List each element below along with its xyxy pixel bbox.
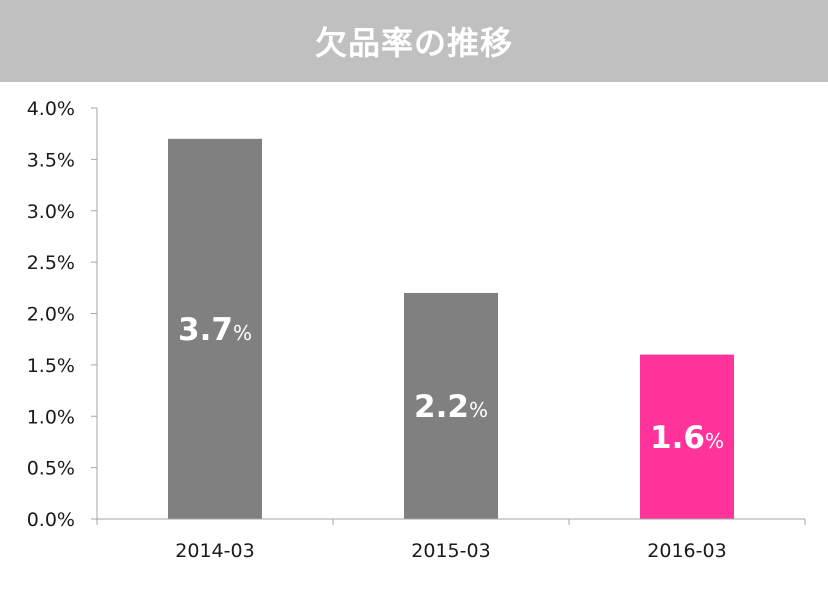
y-tick-label: 0.0% bbox=[27, 509, 75, 531]
bar-value-label: 2.2% bbox=[414, 389, 488, 425]
x-axis-labels: 2014-03 2015-03 2016-03 bbox=[175, 540, 726, 562]
x-tick-label: 2016-03 bbox=[647, 540, 726, 562]
y-axis-ticks: 0.0% 0.5% 1.0% 1.5% 2.0% 2.5% 3.0% 3.5% 4.0% bbox=[27, 98, 97, 531]
chart-title: 欠品率の推移 bbox=[314, 24, 513, 62]
y-tick-label: 4.0% bbox=[27, 98, 75, 120]
y-tick-label: 2.0% bbox=[27, 304, 75, 326]
y-tick-label: 0.5% bbox=[27, 458, 75, 480]
y-tick-label: 2.5% bbox=[27, 252, 75, 274]
y-tick-label: 1.0% bbox=[27, 406, 75, 428]
chart-title-bar: 欠品率の推移 bbox=[0, 0, 828, 82]
bar-value-labels: 3.7% 2.2% 1.6% bbox=[178, 312, 724, 456]
bar-value-label: 1.6% bbox=[650, 420, 724, 456]
axes bbox=[96, 108, 806, 525]
bar bbox=[404, 292, 498, 519]
x-tick-label: 2014-03 bbox=[175, 540, 254, 562]
bars bbox=[168, 138, 734, 519]
y-tick-label: 3.0% bbox=[27, 201, 75, 223]
bar-chart: 0.0% 0.5% 1.0% 1.5% 2.0% 2.5% 3.0% 3.5% 4.0% 201… bbox=[27, 98, 806, 562]
chart-area: 0.0% 0.5% 1.0% 1.5% 2.0% 2.5% 3.0% 3.5% 4.0% 201… bbox=[0, 82, 828, 591]
y-tick-label: 1.5% bbox=[27, 355, 75, 377]
bar bbox=[640, 354, 734, 519]
bar-value-label: 3.7% bbox=[178, 312, 252, 348]
x-tick-label: 2015-03 bbox=[411, 540, 490, 562]
bar bbox=[168, 138, 262, 519]
y-tick-label: 3.5% bbox=[27, 149, 75, 171]
